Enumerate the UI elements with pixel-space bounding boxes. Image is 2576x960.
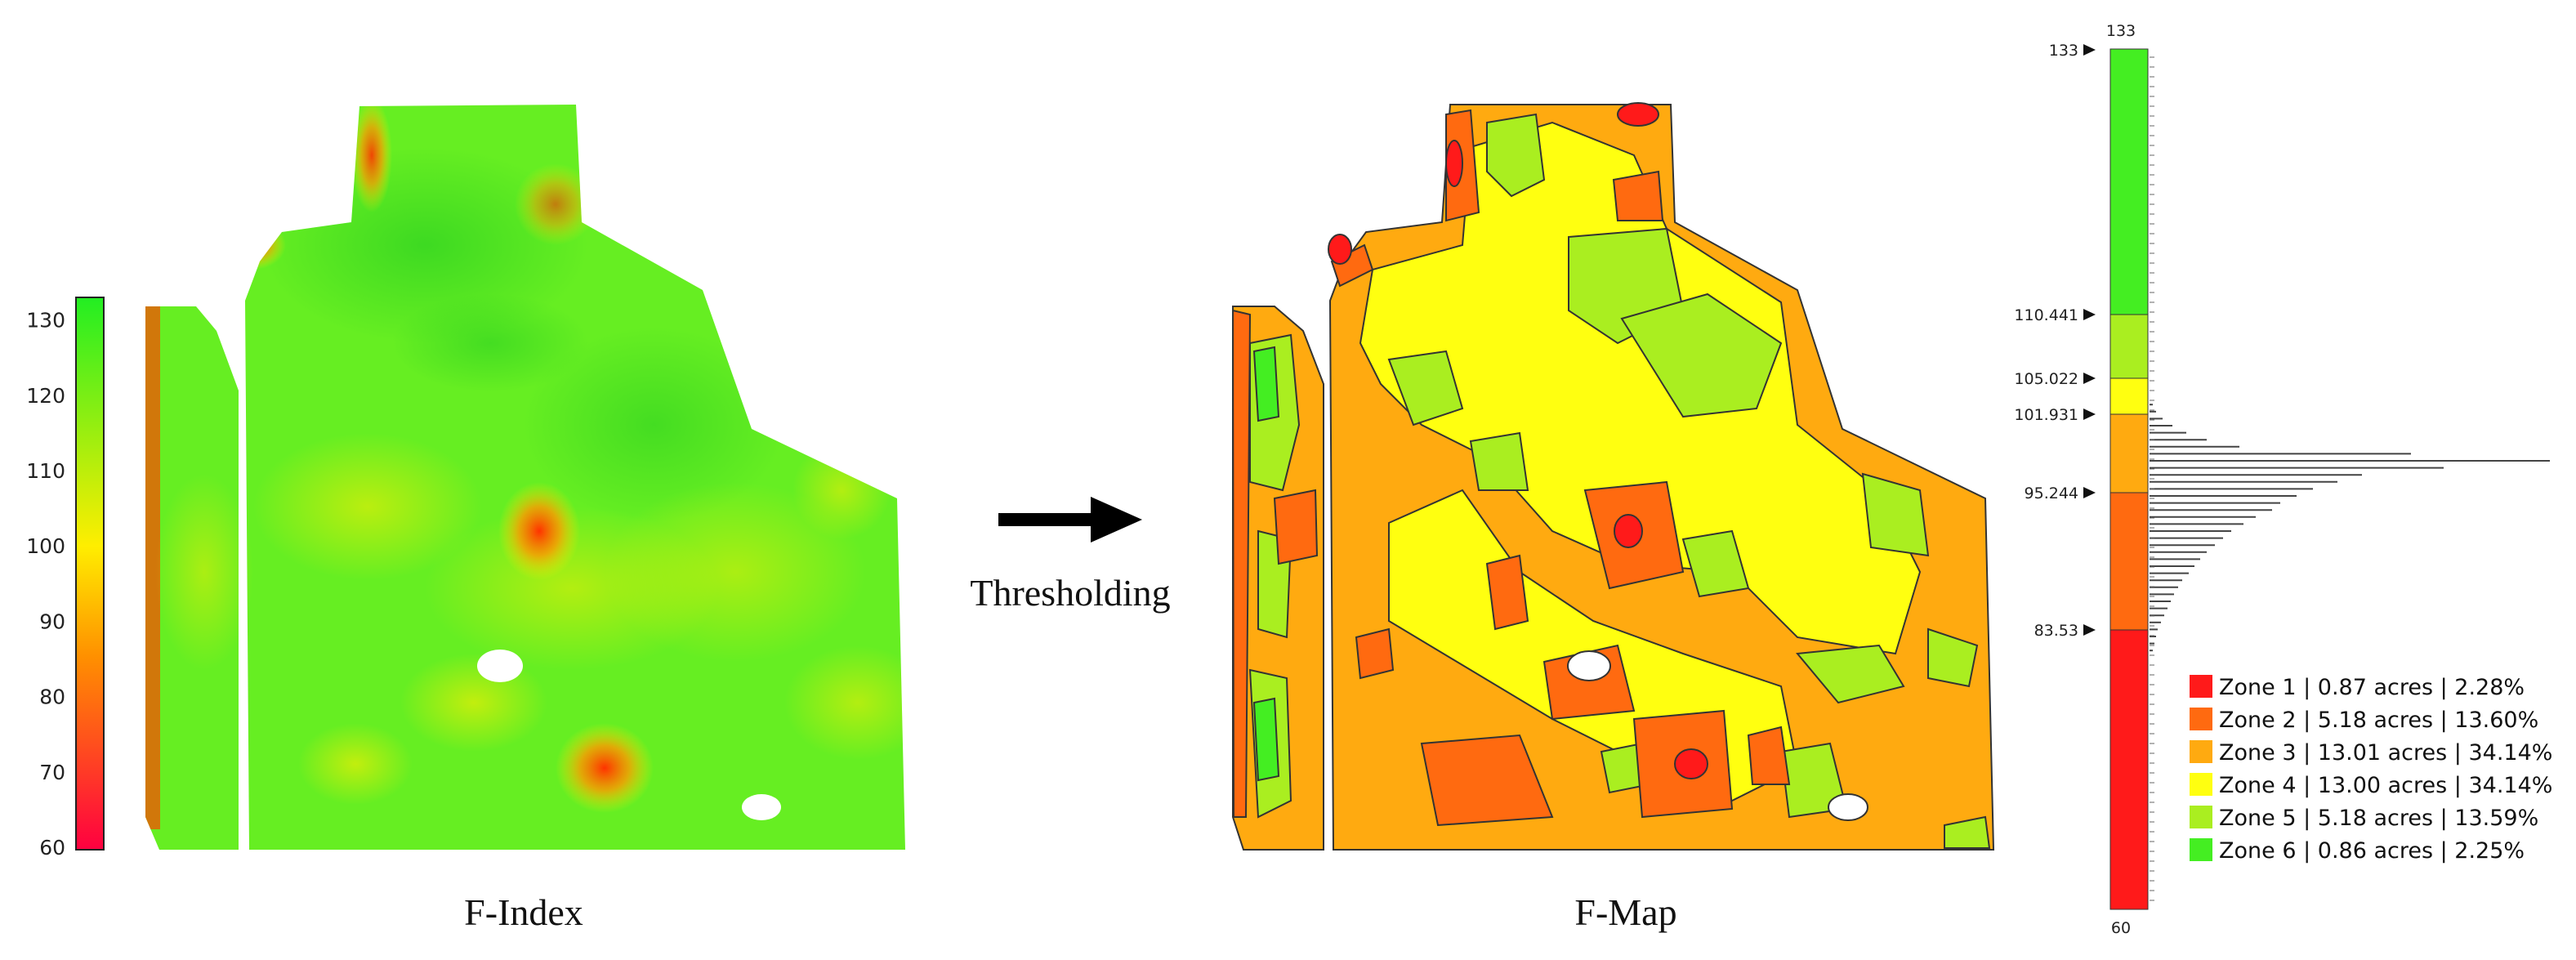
findex-scale-ticks: 60 70 80 90 100 110 120 130 [26, 309, 65, 860]
findex-scale-tick-label: 60 [39, 836, 65, 860]
findex-scale-tick-label: 90 [39, 609, 65, 633]
legend-item: Zone 2 | 5.18 acres | 13.60% [2190, 708, 2538, 733]
legend-label: Zone 1 | 0.87 acres | 2.28% [2219, 675, 2525, 700]
thresholding-arrow [998, 497, 1142, 543]
legend-item: Zone 5 | 5.18 acres | 13.59% [2190, 806, 2538, 831]
legend-label: Zone 4 | 13.00 acres | 34.14% [2219, 773, 2552, 798]
threshold-labels: 133 110.441 105.022 101.931 95.244 83.53 [2014, 42, 2096, 640]
legend-label: Zone 3 | 13.01 acres | 34.14% [2219, 740, 2552, 766]
legend-item: Zone 3 | 13.01 acres | 34.14% [2190, 740, 2552, 766]
legend-item: Zone 4 | 13.00 acres | 34.14% [2190, 773, 2552, 798]
legend-label: Zone 2 | 5.18 acres | 13.60% [2219, 708, 2538, 733]
findex-field-map [145, 105, 905, 850]
histogram [2150, 56, 2550, 901]
threshold-label: 110.441 [2014, 306, 2078, 324]
zone-bar: 133 60 133 110.441 105.022 101.931 95.24… [2014, 22, 2550, 937]
findex-scale-tick-label: 70 [39, 761, 65, 784]
arrow-label: Thresholding [970, 572, 1170, 614]
threshold-label: 133 [2049, 42, 2078, 60]
findex-scale-tick-label: 130 [26, 309, 65, 333]
findex-scale-tick-label: 80 [39, 685, 65, 709]
findex-scale-tick-label: 120 [26, 384, 65, 408]
fmap-field-map [1231, 102, 1995, 851]
zone-legend: Zone 1 | 0.87 acres | 2.28% Zone 2 | 5.1… [2190, 675, 2552, 864]
legend-label: Zone 5 | 5.18 acres | 13.59% [2219, 806, 2538, 831]
threshold-label: 83.53 [2034, 622, 2078, 640]
findex-caption: F-Index [464, 891, 583, 933]
threshold-label: 95.244 [2025, 484, 2078, 502]
findex-scale-tick-label: 110 [26, 459, 65, 483]
threshold-label: 101.931 [2014, 406, 2078, 424]
bar-top-value: 133 [2106, 22, 2136, 40]
legend-item: Zone 6 | 0.86 acres | 2.25% [2190, 838, 2525, 864]
findex-scale-tick-label: 100 [26, 534, 65, 558]
findex-colorbar: 60 70 80 90 100 110 120 130 [26, 297, 105, 860]
bar-bottom-value: 60 [2111, 919, 2131, 937]
fmap-caption: F-Map [1574, 891, 1676, 933]
legend-item: Zone 1 | 0.87 acres | 2.28% [2190, 675, 2525, 700]
legend-label: Zone 6 | 0.86 acres | 2.25% [2219, 838, 2525, 864]
threshold-label: 105.022 [2014, 370, 2078, 388]
